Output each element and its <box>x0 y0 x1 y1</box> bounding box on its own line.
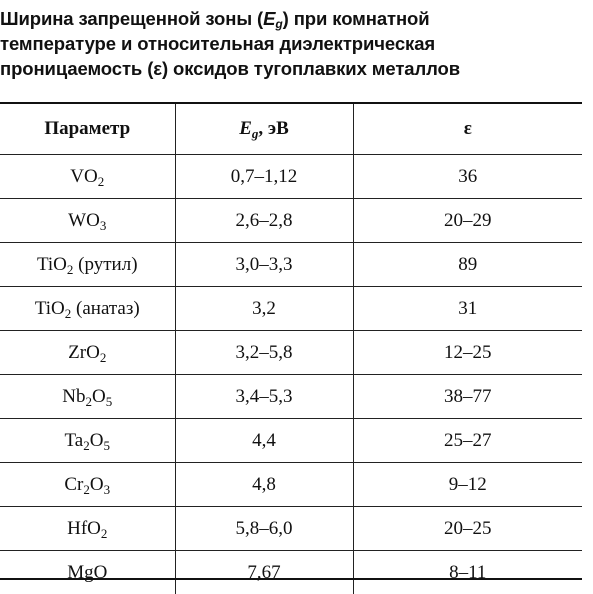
cell-permittivity: 20–29 <box>353 199 582 243</box>
cell-permittivity: 20–25 <box>353 507 582 551</box>
cell-band-gap: 3,2–5,8 <box>175 331 353 375</box>
compound-phase-note: (рутил) <box>73 254 137 275</box>
cell-compound: HfO2 <box>0 507 175 551</box>
cell-compound: TiO2 (рутил) <box>0 243 175 287</box>
cell-band-gap: 4,4 <box>175 419 353 463</box>
caption-line-3: проницаемость (ε) оксидов тугоплавких ме… <box>0 56 593 81</box>
cell-permittivity: 25–27 <box>353 419 582 463</box>
cell-band-gap: 0,7–1,12 <box>175 155 353 199</box>
formula-part: Ta <box>65 430 84 451</box>
header-permittivity: ε <box>353 104 582 155</box>
formula-part: TiO <box>35 298 65 319</box>
formula-subscript: 2 <box>100 350 107 365</box>
formula-part: O <box>90 430 104 451</box>
formula-subscript: 3 <box>104 482 111 497</box>
formula-part: ZrO <box>68 342 100 363</box>
cell-compound: Ta2O5 <box>0 419 175 463</box>
caption-eg-symbol: E <box>263 8 275 29</box>
cell-permittivity: 36 <box>353 155 582 199</box>
cell-compound: MgO <box>0 551 175 594</box>
formula-part: WO <box>68 210 100 231</box>
formula-part: TiO <box>37 254 67 275</box>
cell-band-gap: 3,4–5,3 <box>175 375 353 419</box>
formula-part: O <box>90 474 104 495</box>
cell-band-gap: 5,8–6,0 <box>175 507 353 551</box>
caption-line-1: Ширина запрещенной зоны (Eg) при комнатн… <box>0 6 593 31</box>
header-eg-symbol: E <box>239 118 252 139</box>
caption-text: ) при комнатной <box>283 8 430 29</box>
cell-permittivity: 9–12 <box>353 463 582 507</box>
formula-subscript: 5 <box>106 394 113 409</box>
formula-subscript: 2 <box>101 526 108 541</box>
header-parameter: Параметр <box>0 104 175 155</box>
formula-part: Cr <box>64 474 83 495</box>
table-header-row: Параметр Eg, эВ ε <box>0 104 582 155</box>
cell-band-gap: 4,8 <box>175 463 353 507</box>
formula-part: HfO <box>67 518 101 539</box>
compound-phase-note: (анатаз) <box>71 298 139 319</box>
formula-part: VO <box>70 166 97 187</box>
header-band-gap: Eg, эВ <box>175 104 353 155</box>
header-eg-unit: , эВ <box>258 118 288 139</box>
formula-subscript: 2 <box>98 174 105 189</box>
cell-band-gap: 3,2 <box>175 287 353 331</box>
cell-compound: Nb2O5 <box>0 375 175 419</box>
table-caption: Ширина запрещенной зоны (Eg) при комнатн… <box>0 6 593 81</box>
caption-text: Ширина запрещенной зоны ( <box>0 8 263 29</box>
cell-compound: WO3 <box>0 199 175 243</box>
caption-line-2: температуре и относительная диэлектричес… <box>0 31 593 56</box>
caption-eg-subscript: g <box>275 17 282 31</box>
cell-permittivity: 38–77 <box>353 375 582 419</box>
cell-compound: TiO2 (анатаз) <box>0 287 175 331</box>
cell-band-gap: 7,67 <box>175 551 353 594</box>
table-bottom-rule <box>0 578 582 580</box>
cell-compound: VO2 <box>0 155 175 199</box>
cell-permittivity: 89 <box>353 243 582 287</box>
formula-part: Nb <box>62 386 85 407</box>
cell-permittivity: 8–11 <box>353 551 582 594</box>
formula-subscript: 3 <box>100 218 107 233</box>
formula-part: O <box>92 386 106 407</box>
cell-permittivity: 31 <box>353 287 582 331</box>
cell-compound: ZrO2 <box>0 331 175 375</box>
formula-subscript: 5 <box>103 438 110 453</box>
cell-compound: Cr2O3 <box>0 463 175 507</box>
cell-permittivity: 12–25 <box>353 331 582 375</box>
cell-band-gap: 2,6–2,8 <box>175 199 353 243</box>
cell-band-gap: 3,0–3,3 <box>175 243 353 287</box>
